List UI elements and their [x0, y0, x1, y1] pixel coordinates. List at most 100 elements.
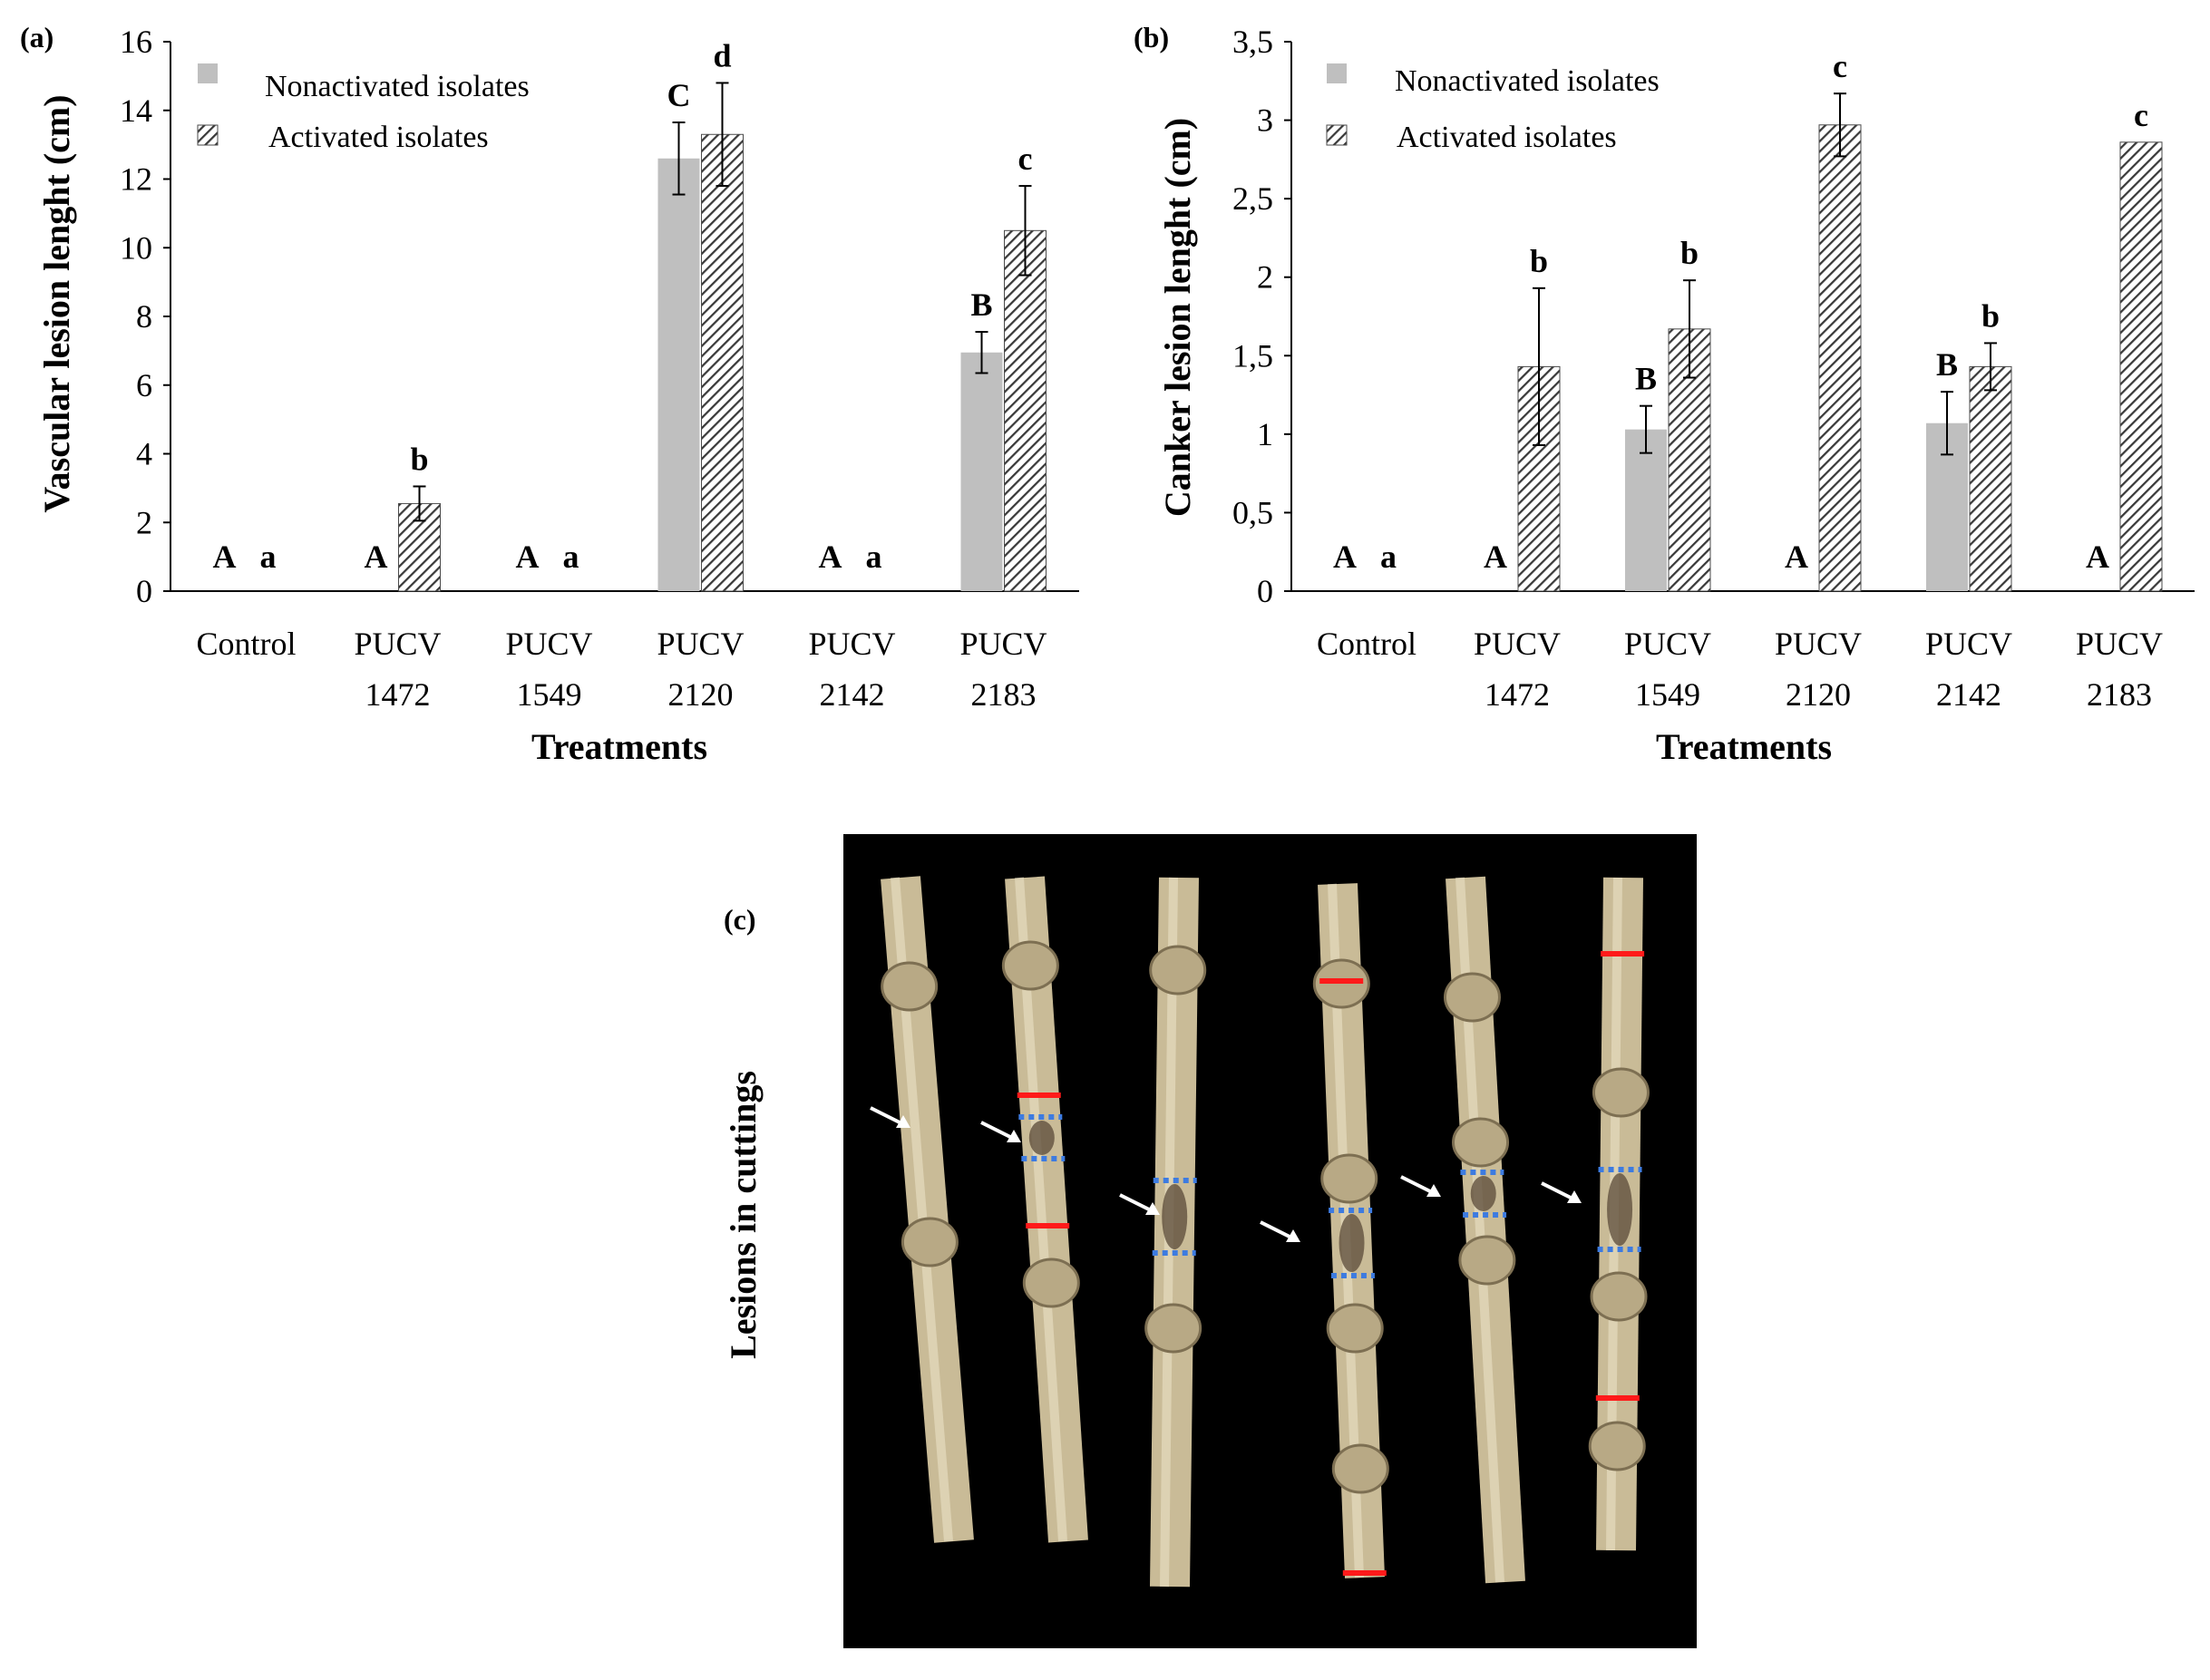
category-label-b: PUCV — [1925, 626, 2012, 662]
significance-letter-a: b — [410, 441, 428, 477]
category-label-b: PUCV — [1474, 626, 1561, 662]
lesion-spot — [1028, 1121, 1055, 1155]
significance-letter-a: A — [365, 539, 388, 575]
significance-letter-a: c — [1018, 141, 1033, 177]
photo-side-label: Lesions in cuttings — [723, 1071, 764, 1359]
category-label-a: PUCV — [354, 626, 441, 662]
legend-swatch-activated-a — [197, 124, 219, 146]
y-tick-label-a: 0 — [136, 573, 152, 609]
significance-letter-b: c — [2134, 97, 2148, 133]
bar-b-series-0 — [1625, 429, 1667, 591]
category-label-a: 2142 — [820, 676, 885, 713]
y-tick-label-b: 3 — [1257, 102, 1273, 139]
y-axis-title-b: Canker lesion lenght (cm) — [1157, 118, 1198, 517]
arrow-head-icon — [1286, 1229, 1300, 1242]
y-axis-title-b-text: Canker lesion lenght (cm) — [1157, 118, 1198, 517]
y-tick-label-b: 2 — [1257, 259, 1273, 296]
y-tick-label-a: 10 — [120, 229, 152, 266]
cutting-node — [1144, 1303, 1202, 1354]
bar-a-series-0 — [960, 352, 1003, 591]
photo-panel-c: (c) Lesions in cuttings — [723, 834, 1697, 1648]
plot-area-b: 0 0,5 1 1,5 2 2,5 3 3,5 Control PUCV 1472 PUCV 1549 P… — [1232, 24, 2195, 713]
category-label-b: 1549 — [1635, 676, 1700, 713]
cutting-node — [1590, 1271, 1648, 1322]
y-tick-label-b: 0 — [1257, 573, 1273, 609]
cutting-node — [1458, 1235, 1516, 1286]
significance-letter-b: B — [1936, 346, 1958, 383]
category-label-a: PUCV — [505, 626, 592, 662]
cutting-node — [1331, 1443, 1389, 1494]
cutting-node — [1443, 972, 1501, 1023]
category-label-b: PUCV — [1624, 626, 1711, 662]
cutting-node — [1022, 1258, 1080, 1308]
cutting-node — [881, 961, 939, 1012]
legend-label-nonactivated-b: Nonactivated isolates — [1395, 64, 1660, 98]
category-label-b: Control — [1317, 626, 1417, 662]
bar-b-series-1 — [1818, 124, 1862, 592]
category-label-b: PUCV — [1775, 626, 1862, 662]
lesion-spot — [1470, 1176, 1496, 1211]
y-tick-label-b: 1,5 — [1232, 337, 1273, 374]
category-label-a: PUCV — [959, 626, 1047, 662]
lesion-spot — [1162, 1184, 1188, 1249]
legend-swatch-nonactivated-a — [198, 63, 218, 83]
cutting-node — [1320, 1153, 1378, 1204]
panel-label-b: (b) — [1134, 21, 1169, 53]
category-label-a: 2183 — [971, 676, 1037, 713]
cutting-node — [1149, 945, 1207, 995]
category-label-a: Control — [196, 626, 296, 662]
y-tick-label-a: 8 — [136, 298, 152, 335]
y-axis-title-a-text: Vascular lesion lenght (cm) — [36, 94, 77, 512]
bar-b-series-1 — [1969, 365, 2012, 592]
significance-letter-b: b — [1981, 297, 2000, 334]
arrow-icon — [980, 1121, 1015, 1141]
significance-letter-b: b — [1680, 235, 1699, 271]
category-label-a: PUCV — [657, 626, 744, 662]
significance-letter-a: A — [819, 539, 842, 575]
significance-letter-b: A — [1785, 539, 1808, 575]
legend-swatch-nonactivated-b — [1327, 63, 1347, 83]
bar-b-series-1 — [2119, 141, 2163, 592]
bar-a-series-0 — [657, 158, 700, 591]
panel-label-a: (a) — [20, 21, 54, 53]
category-label-b: PUCV — [2076, 626, 2163, 662]
arrow-head-icon — [1145, 1202, 1160, 1215]
cutting-node — [1452, 1117, 1510, 1168]
photo-background — [843, 834, 1697, 1648]
cutting-node — [901, 1217, 959, 1267]
significance-letter-a: a — [866, 539, 882, 575]
significance-letter-a: d — [713, 37, 731, 73]
significance-letter-a: a — [563, 539, 579, 575]
cuttings-photo — [870, 876, 1650, 1588]
category-label-a: 1472 — [365, 676, 431, 713]
significance-letter-b: A — [1484, 539, 1507, 575]
legend-b: Nonactivated isolates Activated isolates — [1326, 63, 1660, 154]
panel-label-c: (c) — [724, 903, 756, 936]
chart-panel-a: (a) Vascular lesion lenght (cm) Treatmen… — [20, 21, 1079, 767]
bar-a-series-1 — [1004, 229, 1047, 592]
category-label-b: 2183 — [2087, 676, 2152, 713]
photo-side-label-text: Lesions in cuttings — [723, 1071, 764, 1359]
significance-letter-a: C — [667, 77, 691, 113]
y-tick-label-a: 14 — [120, 92, 152, 129]
arrow-icon — [1541, 1181, 1575, 1201]
category-label-a: 2120 — [668, 676, 734, 713]
y-tick-label-b: 1 — [1257, 416, 1273, 452]
significance-letter-b: A — [1333, 539, 1357, 575]
y-axis-title-a: Vascular lesion lenght (cm) — [36, 94, 77, 512]
y-tick-label-a: 2 — [136, 504, 152, 540]
arrow-head-icon — [1426, 1184, 1441, 1197]
chart-panel-b: (b) Canker lesion lenght (cm) Treatments… — [1134, 21, 2195, 767]
bar-a-series-1 — [701, 133, 744, 592]
y-tick-label-b: 3,5 — [1232, 24, 1273, 60]
lesion-spot — [1339, 1214, 1365, 1272]
cutting-node — [1001, 940, 1059, 991]
cutting-node — [1588, 1421, 1646, 1471]
lesion-spot — [1607, 1173, 1633, 1246]
significance-letter-a: a — [260, 539, 277, 575]
significance-letter-b: c — [1833, 48, 1847, 84]
cutting-node — [1592, 1067, 1650, 1118]
arrow-icon — [870, 1106, 904, 1126]
significance-letter-a: A — [516, 539, 540, 575]
